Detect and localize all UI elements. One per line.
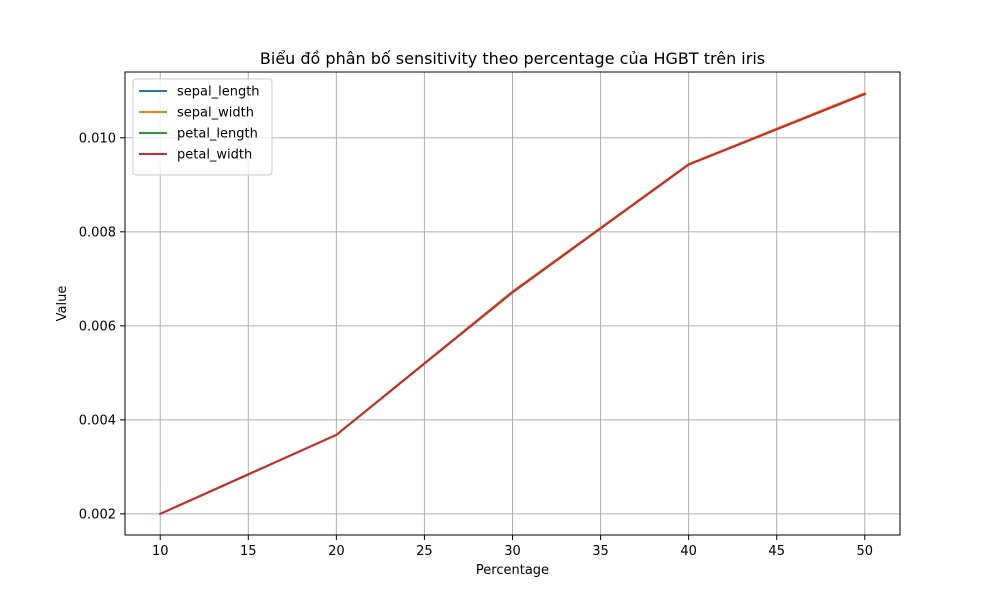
legend-label: petal_width <box>177 148 252 163</box>
x-tick-label: 15 <box>240 544 257 559</box>
legend-label: sepal_width <box>177 106 254 121</box>
legend: sepal_length sepal_width petal_lengthpetal… <box>132 78 273 176</box>
series-line-petal-width <box>158 92 867 516</box>
series-lines <box>158 91 867 516</box>
x-axis-title: Percentage <box>476 563 549 578</box>
x-tick-label: 10 <box>152 544 169 559</box>
y-tick-label: 0.008 <box>79 225 116 240</box>
y-axis-ticks: 0.002 0.004 0.006 0.008 0.010 <box>79 131 125 522</box>
x-axis-ticks: 10 15 20 25 30 35 40 45 50 <box>152 535 873 559</box>
legend-box <box>132 78 273 176</box>
x-tick-label: 35 <box>592 544 609 559</box>
legend-label: sepal_length <box>177 85 260 100</box>
x-tick-label: 30 <box>504 544 521 559</box>
x-tick-label: 50 <box>856 544 873 559</box>
x-tick-label: 25 <box>416 544 433 559</box>
x-tick-label: 45 <box>768 544 785 559</box>
grid <box>125 72 900 535</box>
y-tick-label: 0.006 <box>79 319 116 334</box>
x-tick-label: 20 <box>328 544 345 559</box>
y-tick-label: 0.010 <box>79 131 116 146</box>
chart-title: Biểu đồ phân bố sensitivity theo percent… <box>260 49 765 68</box>
y-tick-label: 0.004 <box>79 413 116 428</box>
x-tick-label: 40 <box>680 544 697 559</box>
legend-label: petal_length <box>177 127 258 142</box>
y-axis-title: Value <box>55 286 70 322</box>
y-tick-label: 0.002 <box>79 507 116 522</box>
